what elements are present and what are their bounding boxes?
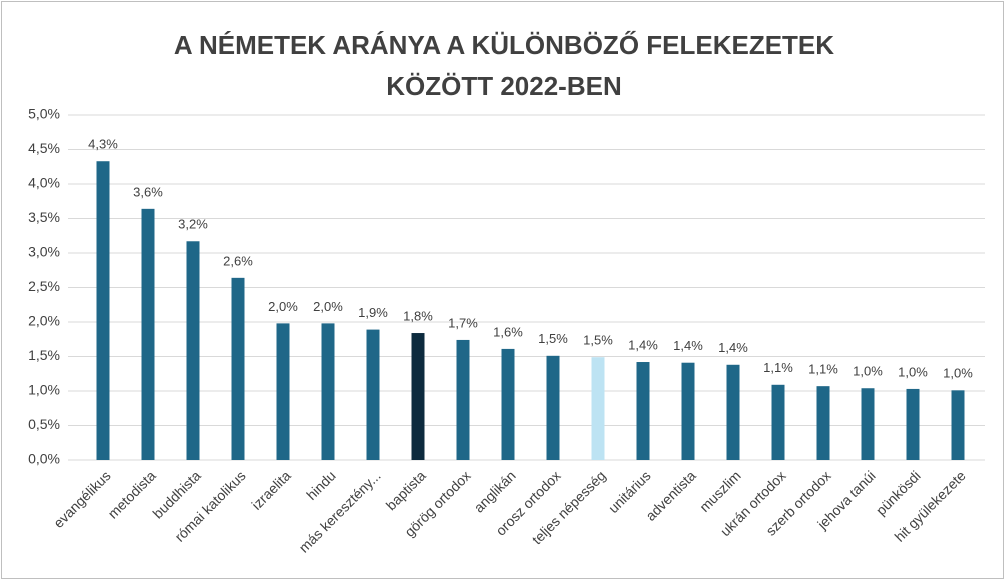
bar: [861, 388, 875, 460]
data-label: 3,6%: [133, 184, 163, 199]
y-tick-label: 3,0%: [28, 244, 60, 260]
data-label: 1,4%: [628, 337, 658, 352]
y-tick-label: 0,5%: [28, 416, 60, 432]
data-label: 2,0%: [268, 299, 298, 314]
bar: [231, 277, 245, 460]
data-label: 1,4%: [673, 338, 703, 353]
data-label: 3,2%: [178, 217, 208, 232]
y-tick-label: 3,5%: [28, 209, 60, 225]
data-label: 1,4%: [718, 340, 748, 355]
bar: [366, 329, 380, 460]
data-label: 1,5%: [583, 333, 613, 348]
y-tick-label: 1,0%: [28, 382, 60, 398]
bar: [456, 339, 470, 460]
data-label: 4,3%: [88, 137, 118, 152]
data-label: 1,8%: [403, 308, 433, 323]
bar: [276, 323, 290, 460]
y-tick-label: 0,0%: [28, 451, 60, 467]
data-label: 1,6%: [493, 324, 523, 339]
bar: [771, 384, 785, 460]
y-tick-label: 4,0%: [28, 175, 60, 191]
bar: [96, 161, 110, 461]
data-label: 1,7%: [448, 315, 478, 330]
chart-title: KÖZÖTT 2022-BEN: [386, 71, 622, 101]
bar: [726, 364, 740, 460]
bar: [321, 323, 335, 460]
bar: [951, 390, 965, 460]
data-label: 1,9%: [358, 305, 388, 320]
bar: [681, 362, 695, 460]
bar: [816, 386, 830, 460]
bar: [636, 362, 650, 460]
bar: [411, 333, 425, 460]
bar: [141, 208, 155, 460]
chart-title: A NÉMETEK ARÁNYA A KÜLÖNBÖZŐ FELEKEZETEK: [174, 30, 834, 60]
data-label: 1,1%: [808, 362, 838, 377]
bar: [186, 241, 200, 460]
data-label: 1,0%: [853, 364, 883, 379]
data-label: 2,0%: [313, 299, 343, 314]
data-label: 1,0%: [898, 364, 928, 379]
y-tick-label: 2,0%: [28, 313, 60, 329]
y-tick-label: 5,0%: [28, 106, 60, 122]
data-label: 2,6%: [223, 253, 253, 268]
data-label: 1,5%: [538, 331, 568, 346]
bar: [591, 357, 605, 460]
y-tick-label: 1,5%: [28, 347, 60, 363]
bar: [546, 355, 560, 460]
bar: [501, 348, 515, 460]
bar: [906, 388, 920, 460]
y-tick-label: 4,5%: [28, 140, 60, 156]
data-label: 1,1%: [763, 360, 793, 375]
data-label: 1,0%: [943, 366, 973, 381]
y-tick-label: 2,5%: [28, 278, 60, 294]
